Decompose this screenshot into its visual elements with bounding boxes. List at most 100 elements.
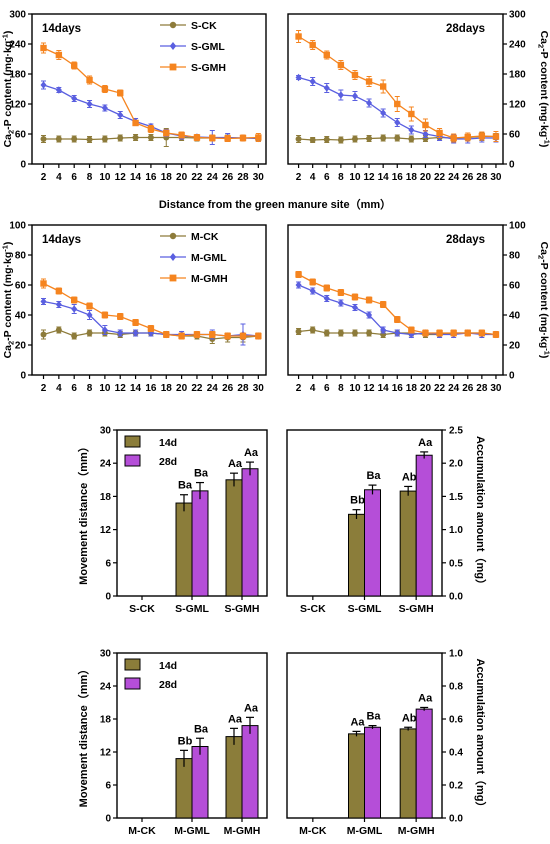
data-point bbox=[295, 281, 302, 289]
data-point bbox=[351, 293, 359, 301]
data-point bbox=[351, 92, 358, 100]
data-point bbox=[178, 131, 185, 139]
data-point bbox=[147, 134, 154, 141]
x-tick-label: 4 bbox=[56, 383, 62, 394]
significance-label: Aa bbox=[418, 437, 433, 449]
x-tick-label: 8 bbox=[87, 172, 93, 183]
y-axis-label: Movement distance（mm） bbox=[77, 664, 90, 808]
x-tick-label: 10 bbox=[349, 172, 361, 183]
data-point bbox=[132, 329, 139, 337]
category-label: M-GMH bbox=[224, 825, 261, 837]
data-point bbox=[295, 136, 302, 142]
bar-14d bbox=[348, 513, 365, 597]
data-point bbox=[55, 51, 63, 59]
legend-label: S-GML bbox=[191, 41, 225, 53]
y-axis-label: Accumulation amount（mg） bbox=[474, 658, 487, 812]
x-tick-label: 6 bbox=[324, 383, 330, 394]
bar-panel-M-distance bbox=[113, 652, 268, 822]
x-tick-label: 26 bbox=[462, 383, 474, 394]
legend-marker bbox=[169, 21, 177, 29]
category-label: M-CK bbox=[128, 825, 156, 837]
data-point bbox=[209, 331, 216, 338]
data-point bbox=[337, 330, 344, 336]
x-tick-label: 12 bbox=[115, 383, 127, 394]
x-tick-label: 26 bbox=[222, 172, 234, 183]
y-tick-label: 0 bbox=[20, 160, 26, 171]
data-point bbox=[255, 332, 262, 340]
panel-annotation: 14days bbox=[42, 23, 81, 35]
legend-swatch bbox=[124, 677, 141, 690]
data-point bbox=[351, 330, 358, 336]
line-panel-M-28d bbox=[287, 224, 507, 379]
x-tick-label: 14 bbox=[378, 383, 390, 394]
y-axis-label: Ca2-P content (mg·kg-1) bbox=[1, 31, 16, 148]
legend-label: 14d bbox=[159, 660, 177, 672]
data-point bbox=[366, 99, 373, 107]
y-tick-label: 80 bbox=[15, 251, 27, 262]
x-tick-label: 22 bbox=[434, 172, 446, 183]
x-tick-label: 20 bbox=[420, 383, 432, 394]
x-tick-label: 16 bbox=[392, 172, 404, 183]
data-point bbox=[101, 326, 108, 334]
data-point bbox=[380, 135, 387, 141]
data-point bbox=[295, 271, 302, 278]
data-point bbox=[379, 83, 387, 90]
data-point bbox=[464, 329, 471, 337]
data-point bbox=[101, 311, 109, 319]
category-label: M-GML bbox=[174, 825, 210, 837]
data-point bbox=[351, 71, 359, 79]
x-tick-label: 28 bbox=[476, 172, 488, 183]
legend-marker bbox=[169, 63, 177, 71]
x-tick-label: 12 bbox=[364, 172, 376, 183]
data-point bbox=[337, 299, 344, 307]
y-tick-label: 30 bbox=[100, 426, 112, 437]
data-point bbox=[40, 297, 47, 306]
data-point bbox=[337, 61, 345, 69]
bar-28d bbox=[241, 725, 259, 819]
series-line-M-GML bbox=[298, 284, 496, 336]
x-tick-label: 10 bbox=[349, 383, 361, 394]
y-tick-label: 0.5 bbox=[449, 558, 463, 569]
x-tick-label: 6 bbox=[324, 172, 330, 183]
y-tick-label: 24 bbox=[100, 682, 112, 693]
data-point bbox=[379, 301, 387, 308]
bar-14d bbox=[225, 479, 243, 597]
bar-28d bbox=[364, 489, 381, 597]
x-tick-label: 10 bbox=[99, 172, 111, 183]
x-tick-label: 8 bbox=[338, 172, 344, 183]
data-point bbox=[101, 136, 108, 142]
data-point bbox=[365, 296, 373, 304]
data-point bbox=[464, 133, 471, 141]
data-point bbox=[380, 109, 387, 117]
data-point bbox=[147, 325, 155, 332]
data-point bbox=[86, 136, 93, 143]
category-label: S-CK bbox=[129, 603, 155, 615]
x-tick-label: 20 bbox=[176, 172, 188, 183]
x-tick-label: 24 bbox=[448, 383, 460, 394]
bar-panel-M-accumulation bbox=[286, 652, 446, 822]
significance-label: Ab bbox=[402, 471, 417, 483]
y-tick-label: 20 bbox=[509, 341, 521, 352]
data-point bbox=[309, 278, 316, 286]
y-tick-label: 240 bbox=[9, 40, 26, 51]
bar-14d bbox=[175, 502, 193, 597]
shared-x-axis-label: Distance from the green manure site（mm） bbox=[159, 198, 391, 211]
y-tick-label: 300 bbox=[509, 10, 526, 21]
y-tick-label: 0.8 bbox=[449, 682, 463, 693]
y-tick-label: 0.0 bbox=[449, 814, 463, 825]
data-point bbox=[408, 136, 415, 142]
data-point bbox=[295, 73, 302, 82]
category-label: S-GMH bbox=[225, 603, 260, 615]
data-point bbox=[224, 332, 231, 340]
legend-label: M-CK bbox=[191, 231, 219, 243]
legend-label: 28d bbox=[159, 679, 177, 691]
bar-panel-S-distance bbox=[113, 429, 268, 600]
legend-label: S-CK bbox=[191, 20, 217, 32]
data-point bbox=[163, 331, 170, 338]
data-point bbox=[492, 133, 500, 140]
data-point bbox=[193, 331, 201, 338]
x-tick-label: 20 bbox=[420, 172, 432, 183]
y-tick-label: 0 bbox=[105, 814, 111, 825]
data-point bbox=[132, 119, 139, 127]
bar-28d bbox=[415, 454, 433, 597]
